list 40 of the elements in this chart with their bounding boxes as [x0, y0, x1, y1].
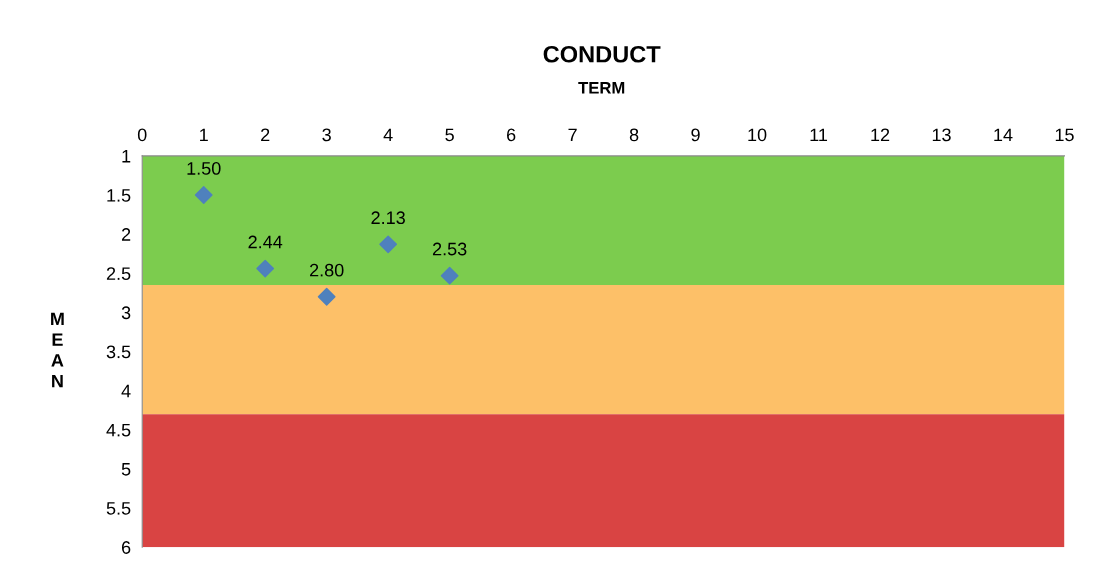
data-label: 2.80: [310, 263, 344, 277]
y-tick-label: 3: [121, 306, 131, 320]
x-tick-label: 12: [871, 128, 890, 142]
x-tick-label: 15: [1055, 128, 1074, 142]
x-tick-label: 14: [994, 128, 1013, 142]
data-label: 2.53: [432, 242, 467, 256]
y-tick-label: 4.5: [106, 423, 131, 437]
point: [440, 266, 459, 285]
y-tick-label: 5: [121, 463, 131, 476]
x-tick-label: 4: [383, 128, 393, 142]
x-tick-label: 9: [691, 128, 700, 142]
x-tick-label: 5: [445, 128, 454, 142]
x-tick-label: 11: [810, 128, 828, 142]
y-axis-title: MEAN: [51, 312, 64, 388]
y-tick-label: 2: [121, 228, 131, 241]
y-tick-label: 6: [121, 541, 131, 554]
x-tick-label: 8: [629, 128, 639, 142]
data-label: 2.44: [248, 235, 283, 249]
y-tick-label: 4: [121, 384, 131, 398]
point: [379, 235, 398, 254]
y-tick-label: 2.5: [106, 267, 131, 281]
x-tick-label: 3: [322, 128, 331, 142]
chart-title: CONDUCT: [543, 45, 661, 63]
y-tick-label: 1.5: [107, 189, 131, 202]
x-tick-label: 6: [507, 128, 516, 142]
y-tick-label: 5.5: [106, 502, 131, 515]
point: [317, 287, 336, 306]
data-label: 1.50: [187, 162, 221, 175]
y-tick-label: 1: [122, 150, 131, 163]
x-tick-label: 2: [261, 128, 270, 142]
x-tick-label: 13: [932, 128, 951, 142]
x-axis-title: TERM: [578, 82, 625, 94]
x-tick-label: 1: [200, 128, 208, 142]
x-tick-label: 7: [568, 128, 577, 142]
data-label: 2.13: [371, 211, 405, 225]
point: [194, 186, 213, 204]
y-tick-label: 3.5: [106, 345, 131, 359]
point: [256, 259, 275, 278]
x-tick-label: 10: [748, 128, 767, 142]
x-tick-label: 0: [137, 128, 147, 142]
